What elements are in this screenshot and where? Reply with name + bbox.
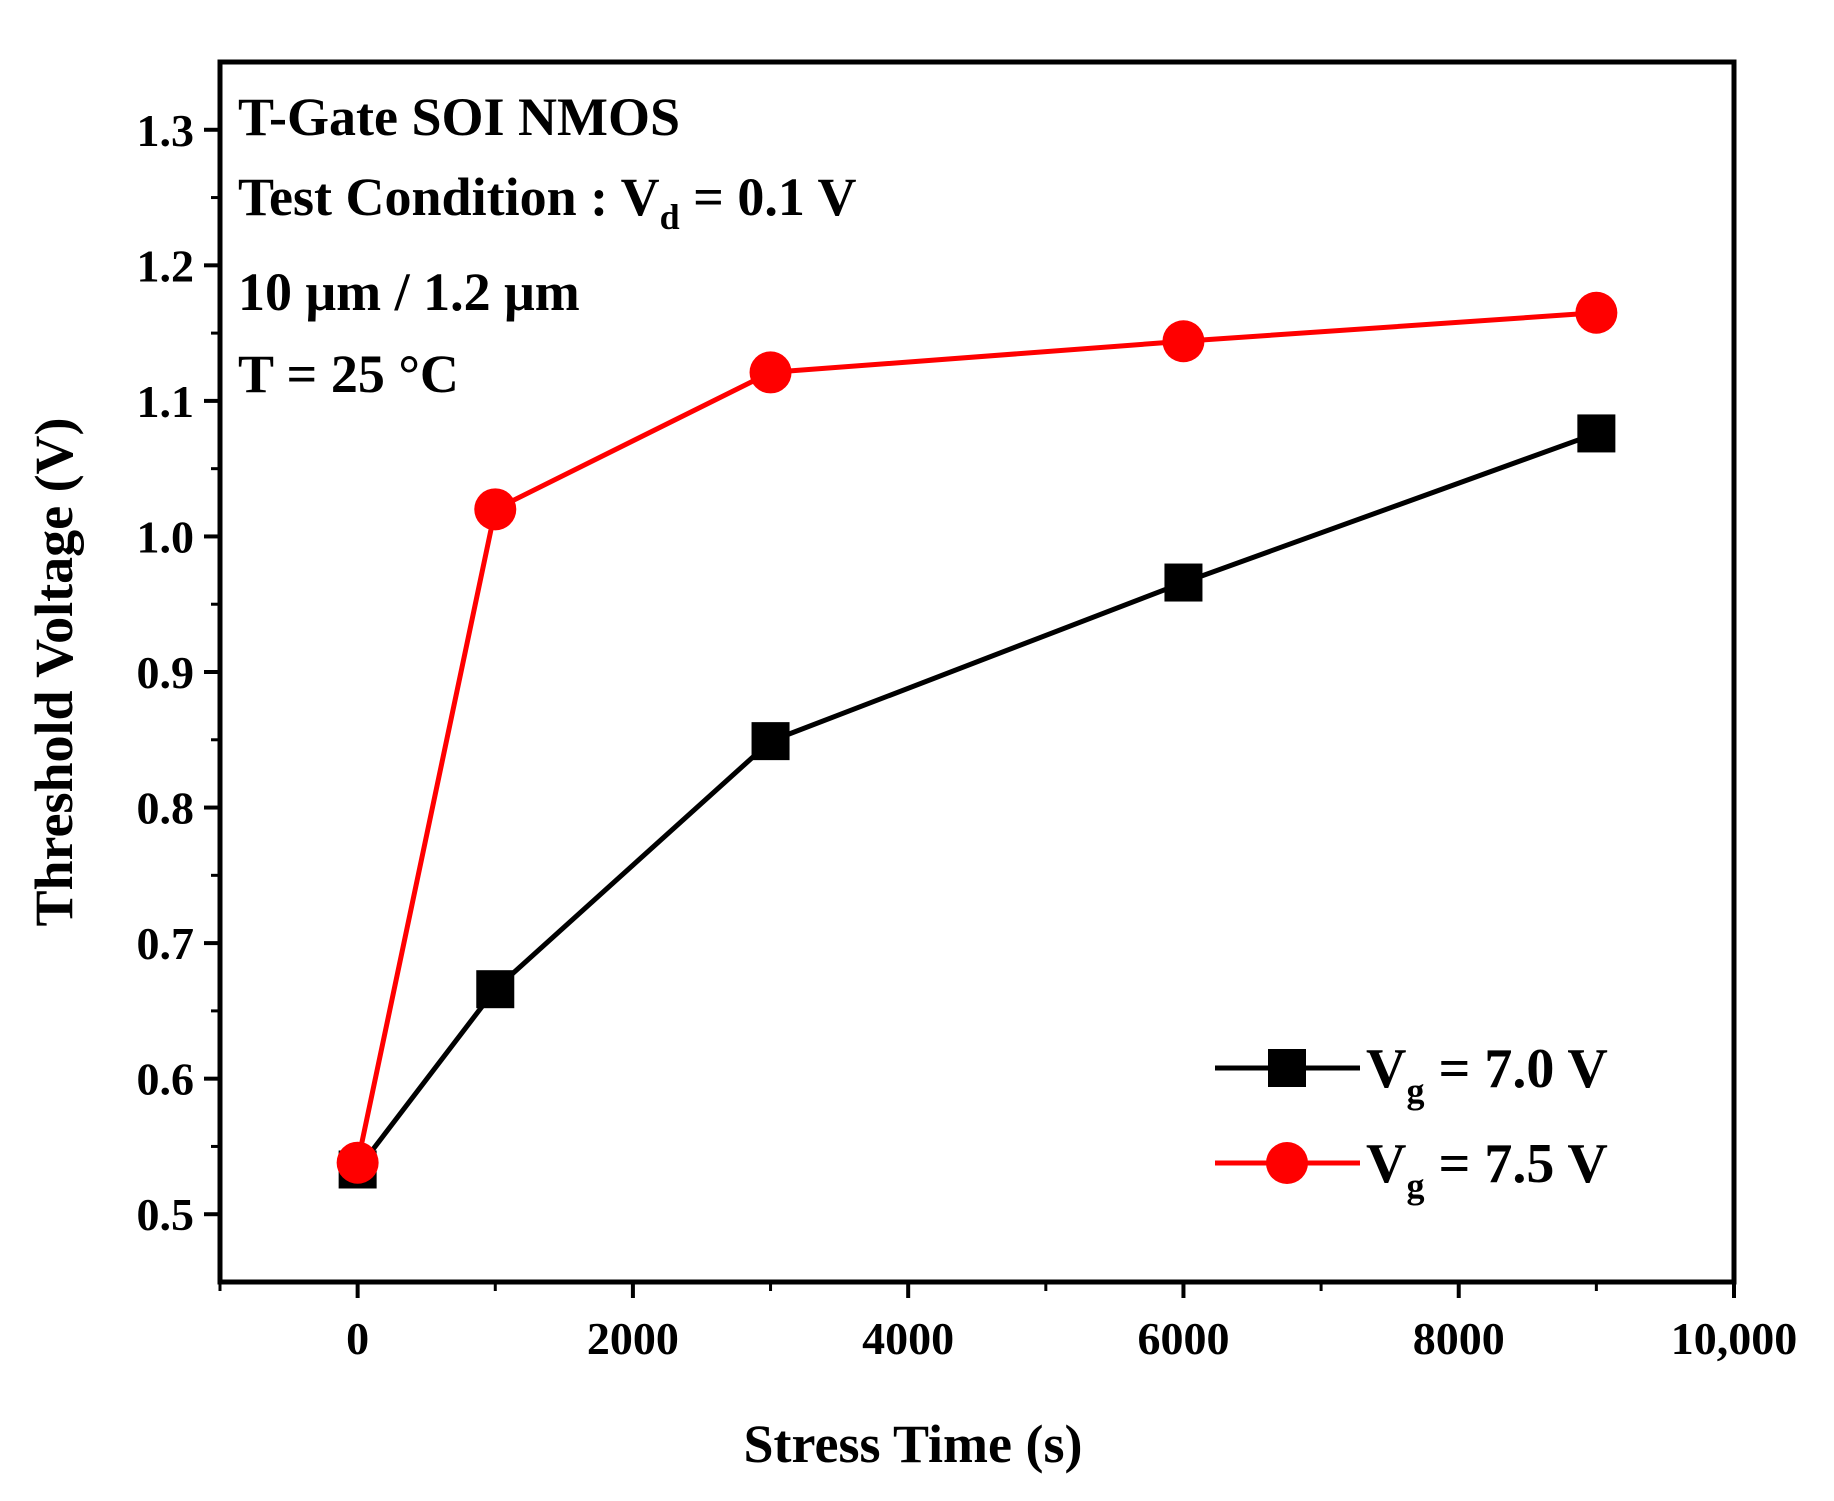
legend-marker-square	[1268, 1049, 1306, 1087]
y-tick-label: 0.6	[137, 1054, 195, 1105]
legend-label-series-2: Vg = 7.5 V	[1366, 1133, 1608, 1206]
series-2-point	[1162, 320, 1205, 363]
y-tick-label: 1.2	[137, 240, 195, 291]
legend: Vg = 7.0 V Vg = 7.5 V	[1215, 1038, 1608, 1206]
y-tick-label: 1.3	[137, 105, 195, 156]
series-2-point	[336, 1141, 379, 1184]
y-axis-title: Threshold Voltage (V)	[24, 417, 84, 926]
y-tick-label: 0.8	[137, 783, 195, 834]
x-tick-label: 8000	[1413, 1313, 1505, 1364]
x-axis-ticks: 0 2000 4000 6000 8000 10,000	[218, 1282, 1798, 1364]
x-tick-label: 10,000	[1671, 1313, 1798, 1364]
y-tick-label: 0.5	[137, 1189, 195, 1240]
y-axis-ticks: 0.5 0.6 0.7 0.8 0.9 1.0 1.1 1.2 1.3	[137, 105, 220, 1240]
series-2-point	[1575, 291, 1618, 334]
legend-item-series-1: Vg = 7.0 V	[1215, 1038, 1608, 1111]
series-1-line	[355, 431, 1598, 1172]
x-tick-label: 6000	[1137, 1313, 1229, 1364]
series-1-point	[1164, 563, 1203, 602]
y-tick-label: 1.1	[137, 376, 195, 427]
legend-item-series-2: Vg = 7.5 V	[1215, 1133, 1608, 1206]
x-tick-label: 2000	[587, 1313, 679, 1364]
series-1-point	[476, 970, 515, 1009]
annotation-block: T-Gate SOI NMOS Test Condition : Vd = 0.…	[238, 87, 856, 404]
annotation-line-3: 10 μm / 1.2 μm	[238, 262, 580, 322]
series-1-point	[1577, 414, 1616, 453]
x-axis-title: Stress Time (s)	[743, 1414, 1082, 1474]
y-tick-label: 0.9	[137, 647, 195, 698]
annotation-line-4: T = 25 °C	[238, 344, 459, 404]
data-series	[336, 291, 1618, 1189]
series-2-point	[474, 488, 517, 531]
legend-marker-circle	[1266, 1142, 1308, 1184]
series-1-point	[751, 722, 790, 761]
series-2-line	[355, 310, 1597, 1164]
y-tick-label: 1.0	[137, 511, 195, 562]
annotation-line-1: T-Gate SOI NMOS	[238, 87, 680, 147]
x-tick-label: 0	[346, 1313, 369, 1364]
y-tick-label: 0.7	[137, 918, 195, 969]
series-2-point	[749, 351, 792, 394]
annotation-line-2: Test Condition : Vd = 0.1 V	[238, 167, 856, 237]
x-tick-label: 4000	[862, 1313, 954, 1364]
legend-label-series-1: Vg = 7.0 V	[1366, 1038, 1608, 1111]
